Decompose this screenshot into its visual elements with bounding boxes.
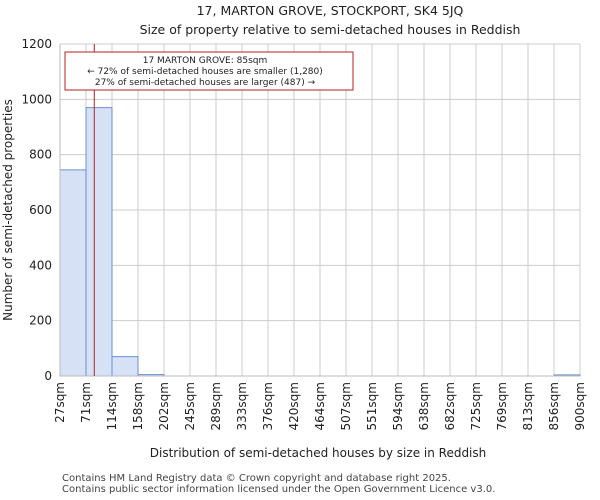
- footer-licence: Contains public sector information licen…: [62, 484, 496, 495]
- chart-subtitle: Size of property relative to semi-detach…: [140, 22, 521, 37]
- x-tick-label: 856sqm: [547, 382, 561, 430]
- histogram-bar: [85, 107, 113, 377]
- x-tick-label: 114sqm: [105, 382, 119, 430]
- y-tick-label: 400: [29, 258, 52, 272]
- y-tick-label: 800: [29, 148, 52, 162]
- annotation-line-2: ← 72% of semi-detached houses are smalle…: [87, 67, 323, 77]
- x-tick-label: 420sqm: [287, 382, 301, 430]
- histogram-bar: [59, 169, 87, 377]
- y-tick-label: 200: [29, 314, 52, 328]
- x-tick-label: 27sqm: [53, 382, 67, 423]
- annotation-box: 17 MARTON GROVE: 85sqm ← 72% of semi-det…: [64, 51, 354, 91]
- annotation-line-3: 27% of semi-detached houses are larger (…: [95, 78, 316, 88]
- x-tick-label: 71sqm: [79, 382, 93, 423]
- y-tick-label: 1200: [21, 37, 52, 51]
- x-tick-label: 333sqm: [235, 382, 249, 430]
- annotation-border: [64, 51, 354, 91]
- x-ticks: 27sqm 71sqm 114sqm 158sqm 202sqm 245sqm 289sqm…: [53, 382, 587, 430]
- x-tick-label: 769sqm: [495, 382, 509, 430]
- x-axis-label: Distribution of semi-detached houses by …: [150, 446, 487, 460]
- bars: [59, 107, 581, 377]
- x-tick-label: 725sqm: [469, 382, 483, 430]
- x-tick-label: 813sqm: [521, 382, 535, 430]
- y-tick-label: 0: [44, 369, 52, 383]
- x-tick-label: 638sqm: [417, 382, 431, 430]
- y-tick-label: 600: [29, 203, 52, 217]
- x-tick-label: 551sqm: [365, 382, 379, 430]
- x-tick-label: 464sqm: [313, 382, 327, 430]
- annotation-line-1: 17 MARTON GROVE: 85sqm: [143, 56, 268, 66]
- chart-title: 17, MARTON GROVE, STOCKPORT, SK4 5JQ: [197, 3, 464, 18]
- y-ticks: 0 200 400 600 800 1000 1200: [21, 37, 52, 383]
- x-tick-label: 289sqm: [209, 382, 223, 430]
- x-tick-label: 900sqm: [573, 382, 587, 430]
- gridlines: [59, 43, 581, 377]
- histogram-bar: [111, 356, 139, 377]
- y-tick-label: 1000: [21, 92, 52, 106]
- x-tick-label: 507sqm: [339, 382, 353, 430]
- footer-copyright: Contains HM Land Registry data © Crown c…: [62, 473, 451, 484]
- x-tick-label: 682sqm: [443, 382, 457, 430]
- y-axis-label: Number of semi-detached properties: [1, 99, 15, 321]
- x-tick-label: 158sqm: [131, 382, 145, 430]
- x-tick-label: 376sqm: [261, 382, 275, 430]
- x-tick-label: 202sqm: [157, 382, 171, 430]
- x-tick-label: 245sqm: [183, 382, 197, 430]
- x-tick-label: 594sqm: [391, 382, 405, 430]
